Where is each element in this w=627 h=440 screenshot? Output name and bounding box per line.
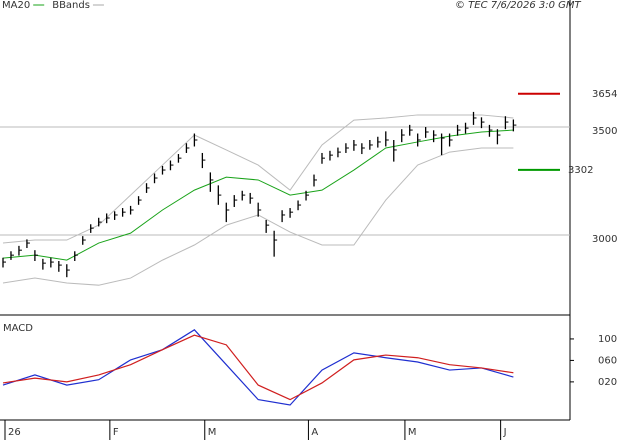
y-tick-label: 060 [598, 355, 617, 366]
macd-line [2, 334, 514, 401]
y-tick-label: 100 [598, 334, 617, 345]
y-tick-label: 020 [598, 377, 617, 388]
y-tick-label: 3000 [592, 234, 617, 245]
legend-label: BBands [52, 0, 90, 11]
x-tick-label: M [408, 427, 417, 438]
legend-label: MA20 [2, 0, 30, 11]
x-tick-label: F [113, 427, 119, 438]
panel-title: MACD [3, 323, 33, 334]
overlay-line [2, 114, 514, 244]
level-label: 3302 [568, 165, 593, 176]
x-tick-label: A [311, 427, 318, 438]
x-tick-label: J [503, 427, 507, 438]
level-label: 3654 [592, 89, 617, 100]
macd-line [2, 329, 514, 406]
overlay-line [2, 129, 514, 261]
x-tick-label: 26 [8, 427, 21, 438]
copyright: © TEC 7/6/2026 3:0 GMT [455, 0, 582, 11]
x-tick-label: M [208, 427, 217, 438]
y-tick-label: 3500 [592, 126, 617, 137]
